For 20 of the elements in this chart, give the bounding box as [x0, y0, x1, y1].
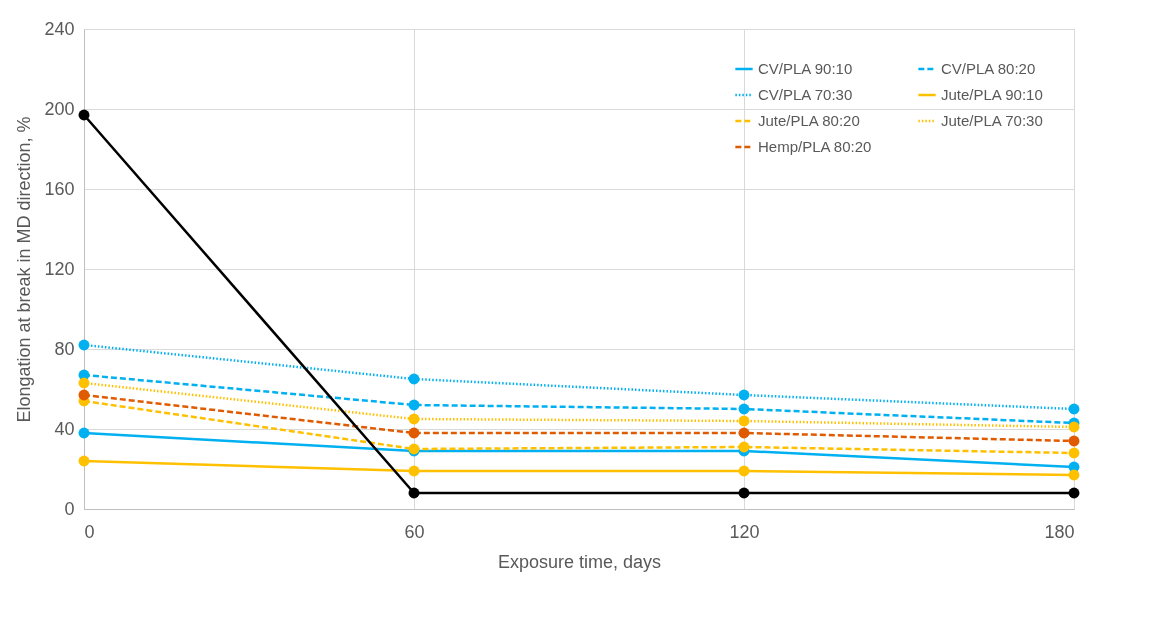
y-tick-label: 120 [44, 258, 75, 279]
x-axis-title: Exposure time, days [497, 551, 662, 572]
y-tick-label: 200 [44, 98, 75, 119]
x-tick-label: 180 [1044, 521, 1075, 542]
legend-label: Hemp/PLA 80:20 [758, 138, 872, 155]
legend-label: Jute/PLA 90:10 [941, 86, 1043, 103]
legend-label: CV/PLA 80:20 [941, 60, 1036, 77]
y-tick-label: 40 [54, 418, 75, 439]
x-tick-label: 0 [84, 521, 95, 542]
x-tick-label: 60 [404, 521, 425, 542]
legend-label: Jute/PLA 80:20 [758, 112, 860, 129]
legend-label: Jute/PLA 70:30 [941, 112, 1043, 129]
y-axis-title: Elongation at break in MD direction, % [14, 116, 35, 423]
y-tick-label: 0 [64, 498, 75, 519]
legend-label: CV/PLA 90:10 [758, 60, 853, 77]
x-tick-label: 120 [729, 521, 760, 542]
y-tick-label: 240 [44, 18, 75, 39]
y-tick-label: 80 [54, 338, 75, 359]
y-tick-label: 160 [44, 178, 75, 199]
legend-label: CV/PLA 70:30 [758, 86, 853, 103]
